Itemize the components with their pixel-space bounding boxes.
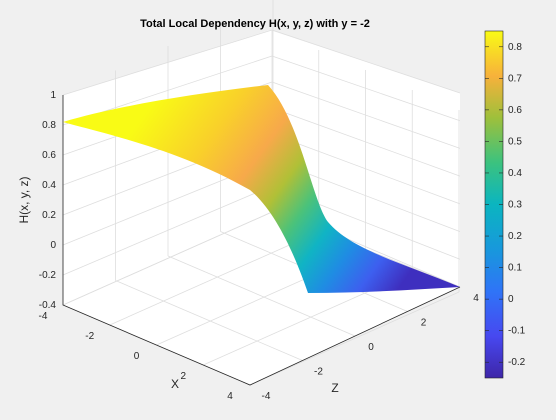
x-gridline — [109, 231, 319, 326]
h-gridline-left — [62, 185, 273, 276]
pane-edge — [62, 95, 461, 386]
surface — [63, 85, 460, 293]
h-gridline-right — [271, 133, 461, 205]
colorbar-tick-label: 0.1 — [508, 263, 522, 274]
z-tick-label: -4 — [262, 391, 271, 402]
colorbar-tick-label: -0.1 — [508, 326, 526, 337]
colorbar-tick-label: 0.6 — [508, 105, 522, 116]
h-tick-label: 0.4 — [42, 180, 56, 191]
h-tick-label: 0.2 — [42, 210, 56, 221]
z-tick-labels: -4 -2 0 2 4 — [262, 293, 480, 402]
x-tick-label: 4 — [227, 391, 233, 402]
x-tick-labels: -4 -2 0 2 4 — [39, 311, 234, 402]
chart-title: Total Local Dependency H(x, y, z) with y… — [140, 18, 370, 30]
x-tick-label: 2 — [180, 371, 186, 382]
z-tick-label: 4 — [473, 293, 479, 304]
z-tick-label: 0 — [368, 342, 374, 353]
colorbar-tick-label: 0.4 — [508, 168, 522, 179]
h-tick-label: -0.4 — [39, 300, 57, 311]
colorbar-tick-label: -0.2 — [508, 357, 526, 368]
colorbar-tick-label: 0.7 — [508, 73, 522, 84]
z-axis-label: Z — [331, 381, 338, 395]
h-tick-label: 0 — [50, 240, 56, 251]
h-tick-label: -0.2 — [39, 270, 57, 281]
y-axis-label: H(x, y, z) — [17, 176, 31, 223]
h-tick-labels: -0.4 -0.2 0 0.2 0.4 0.6 0.8 1 — [39, 90, 57, 311]
colorbar-tick-label: 0.8 — [508, 42, 522, 53]
colorbar-tick-label: 0.2 — [508, 231, 522, 242]
h-gridline-right — [271, 107, 461, 177]
colorbar-tick-label: 0 — [508, 294, 514, 305]
z-tick-label: 2 — [421, 318, 427, 329]
colorbar-tick-label: 0.3 — [508, 200, 522, 211]
z-gridline — [115, 280, 303, 361]
h-tick-label: 0.8 — [42, 120, 56, 131]
h-tick-label: 0.6 — [42, 150, 56, 161]
x-axis-label: X — [171, 377, 179, 391]
colorbar-tick-label: 0.5 — [508, 136, 522, 147]
z-gridline — [167, 255, 356, 337]
colorbar-tick-labels: -0.2 -0.1 0 0.1 0.2 0.3 0.4 0.5 0.6 0.7 0.8 — [485, 42, 526, 368]
h-gridline-right — [271, 55, 461, 122]
x-gridline — [62, 211, 273, 306]
h-gridline-left — [62, 29, 273, 96]
z-tick-label: -2 — [314, 367, 323, 378]
h-gridline-right — [271, 81, 461, 149]
x-tick-label: 0 — [134, 351, 140, 362]
h-tick-label: 1 — [50, 90, 56, 101]
x-gridline — [249, 291, 460, 386]
x-tick-label: -4 — [39, 311, 48, 322]
h-gridline-right — [271, 29, 461, 94]
x-tick-label: -2 — [85, 331, 94, 342]
